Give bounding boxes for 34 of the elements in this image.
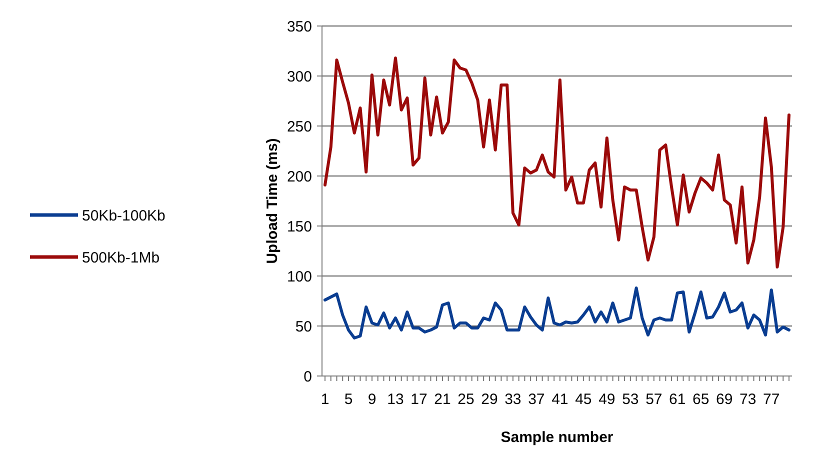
legend-label: 50Kb-100Kb <box>82 207 166 224</box>
y-tick-label: 350 <box>286 18 312 36</box>
x-tick-label: 57 <box>646 391 662 408</box>
x-tick-label: 77 <box>763 391 780 408</box>
y-tick-label: 300 <box>286 68 312 86</box>
x-tick-label: 29 <box>481 391 498 408</box>
legend-label: 500Kb-1Mb <box>82 249 160 266</box>
x-tick-label: 45 <box>575 391 592 408</box>
x-tick-label: 61 <box>669 391 686 408</box>
y-tick-label: 250 <box>286 118 312 136</box>
x-tick-label: 37 <box>528 391 545 408</box>
y-tick-label: 0 <box>304 368 312 386</box>
x-tick-label: 49 <box>598 391 616 408</box>
line-series <box>324 56 790 268</box>
y-tick-label: 50 <box>295 318 312 336</box>
x-tick-label: 5 <box>344 391 353 408</box>
x-tick-label: 73 <box>740 391 756 408</box>
x-tick-label: 53 <box>622 391 639 408</box>
x-tick-label: 69 <box>716 391 733 408</box>
y-tick-label: 100 <box>286 268 312 286</box>
x-tick-label: 1 <box>320 391 330 408</box>
x-tick-label: 25 <box>458 391 474 408</box>
x-tick-label: 65 <box>692 391 710 408</box>
x-tick-label: 17 <box>410 391 428 408</box>
x-tick-label: 13 <box>387 391 404 408</box>
line-series <box>324 286 790 340</box>
x-tick-label: 41 <box>552 391 568 408</box>
x-tick-label: 9 <box>368 391 376 408</box>
y-axis-title: Upload Time (ms) <box>264 138 281 264</box>
x-tick-label: 21 <box>434 391 451 408</box>
x-axis-title: Sample number <box>500 429 614 446</box>
x-tick-label: 33 <box>504 391 522 408</box>
y-tick-label: 150 <box>286 218 312 236</box>
y-tick-label: 200 <box>286 168 312 186</box>
